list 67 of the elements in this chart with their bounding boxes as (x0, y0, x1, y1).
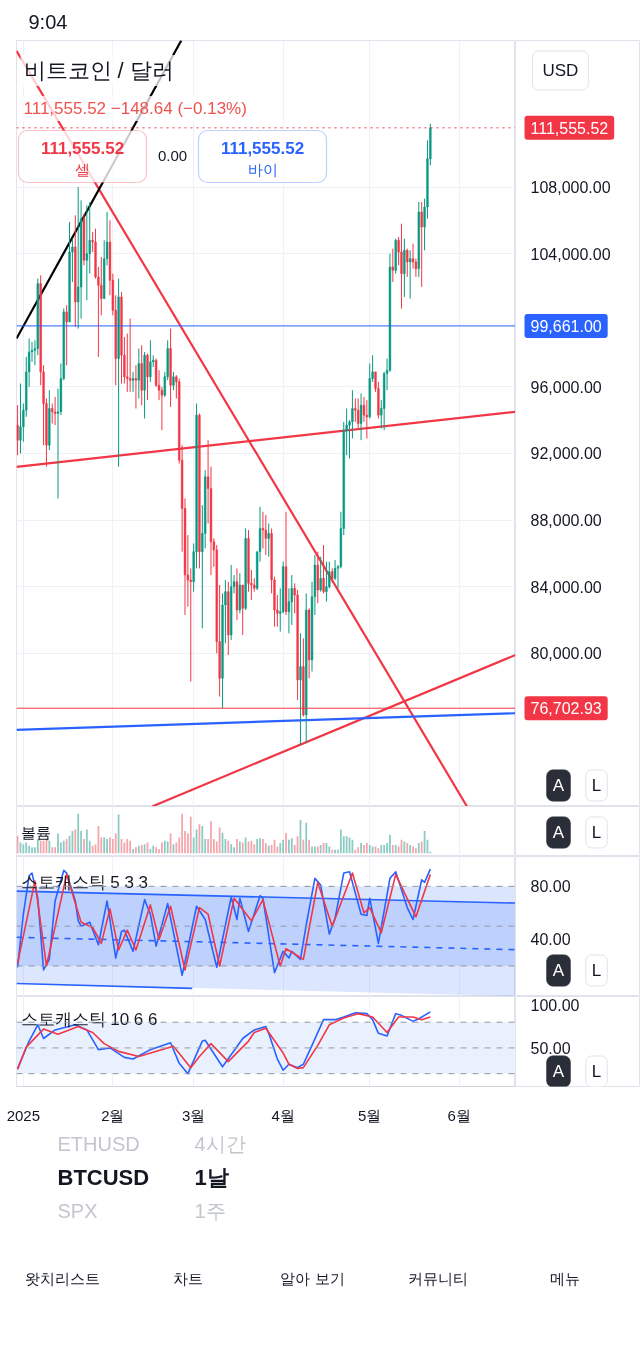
candlestick (406, 248, 409, 278)
y-tick-label: 80.00 (530, 878, 571, 896)
annotation: 셀 (75, 161, 90, 178)
candlestick (264, 514, 267, 556)
text: BTCUSD (57, 1165, 150, 1190)
y-tick-label: 84,000.00 (530, 578, 602, 596)
annotation: 바이 (247, 161, 278, 178)
text: 4시간 (194, 1132, 246, 1155)
candlestick (53, 396, 57, 426)
y-tick-label: 50.00 (530, 1039, 571, 1057)
y-tick-label: 40.00 (530, 931, 571, 949)
text: 스토캐스틱 10 6 6 (20, 1010, 158, 1029)
ref-line-label: 76,702.93 (530, 700, 602, 718)
text: 메뉴 (549, 1270, 580, 1287)
x-tick-label: 6월 (447, 1106, 471, 1124)
candlestick (172, 371, 175, 391)
y-tick-label: 92,000.00 (530, 445, 602, 463)
text: L (591, 961, 602, 980)
candlestick (146, 353, 149, 401)
text: 커뮤니티 (407, 1270, 468, 1287)
x-tick-label: 4월 (271, 1106, 295, 1124)
ref-line-label: 111,555.52 (530, 119, 609, 137)
text: A (552, 961, 565, 980)
text: SPX (57, 1199, 98, 1222)
text: A (552, 1062, 565, 1081)
candlestick (325, 561, 328, 603)
text: 9:04 (28, 10, 68, 33)
x-tick-label: 5월 (358, 1106, 382, 1124)
text: ETHUSD (57, 1132, 140, 1155)
text: 111,555.52 −148.64 (−0.13%) (23, 99, 247, 118)
candlestick (241, 584, 244, 636)
x-tick-label: 3월 (181, 1106, 206, 1124)
x-tick-label: 2025 (6, 1106, 41, 1124)
y-tick-label: 96,000.00 (530, 378, 602, 396)
annotation: 111,555.52 (220, 138, 305, 158)
text: A (552, 823, 565, 842)
annotation: 111,555.52 (40, 138, 125, 158)
candlestick (400, 223, 403, 310)
candlestick (65, 304, 68, 366)
text: 1주 (194, 1199, 226, 1222)
candlestick (267, 522, 270, 558)
y-tick-label: 104,000.00 (530, 245, 611, 263)
text: 비트코인 / 달러 (23, 58, 174, 83)
candlestick (319, 556, 322, 593)
y-tick-label: 80,000.00 (530, 645, 602, 663)
x-tick-label: 2월 (101, 1106, 125, 1124)
annotation: 0.00 (157, 146, 188, 164)
text: L (591, 823, 602, 842)
ref-line-label: 99,661.00 (530, 317, 602, 335)
text: USD (542, 61, 579, 80)
text: 왓치리스트 (25, 1270, 100, 1287)
text: 알아 보기 (280, 1270, 345, 1287)
candlestick (137, 348, 140, 400)
text: A (552, 776, 565, 795)
y-tick-label: 88,000.00 (530, 512, 602, 530)
text: 차트 (172, 1270, 203, 1287)
candlestick (391, 248, 394, 283)
y-tick-label: 108,000.00 (530, 179, 611, 197)
text: 볼륨 (20, 824, 51, 841)
candlestick (16, 404, 19, 456)
candlestick (409, 249, 412, 300)
y-tick-label: 100.00 (530, 997, 580, 1015)
candlestick (129, 318, 132, 393)
text: L (591, 776, 602, 795)
text: 1날 (194, 1165, 229, 1190)
text: L (591, 1062, 602, 1081)
candlestick (19, 383, 22, 454)
